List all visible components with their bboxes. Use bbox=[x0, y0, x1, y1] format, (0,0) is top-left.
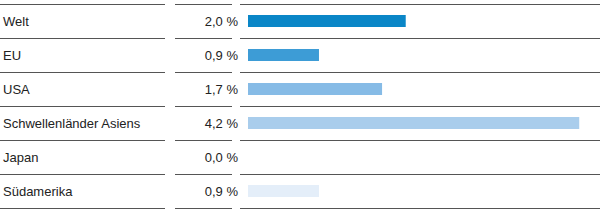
svg-text:0,9 %: 0,9 % bbox=[205, 184, 239, 199]
svg-text:0,0 %: 0,0 % bbox=[205, 150, 239, 165]
svg-text:0,9 %: 0,9 % bbox=[205, 48, 239, 63]
svg-text:1,7 %: 1,7 % bbox=[205, 82, 239, 97]
svg-text:Schwellenländer Asiens: Schwellenländer Asiens bbox=[3, 116, 141, 131]
svg-text:4,2 %: 4,2 % bbox=[205, 116, 239, 131]
svg-text:Südamerika: Südamerika bbox=[3, 184, 73, 199]
svg-text:Welt: Welt bbox=[3, 14, 29, 29]
svg-text:USA: USA bbox=[3, 82, 30, 97]
svg-text:2,0 %: 2,0 % bbox=[205, 14, 239, 29]
svg-text:EU: EU bbox=[3, 48, 21, 63]
svg-text:Japan: Japan bbox=[3, 150, 38, 165]
